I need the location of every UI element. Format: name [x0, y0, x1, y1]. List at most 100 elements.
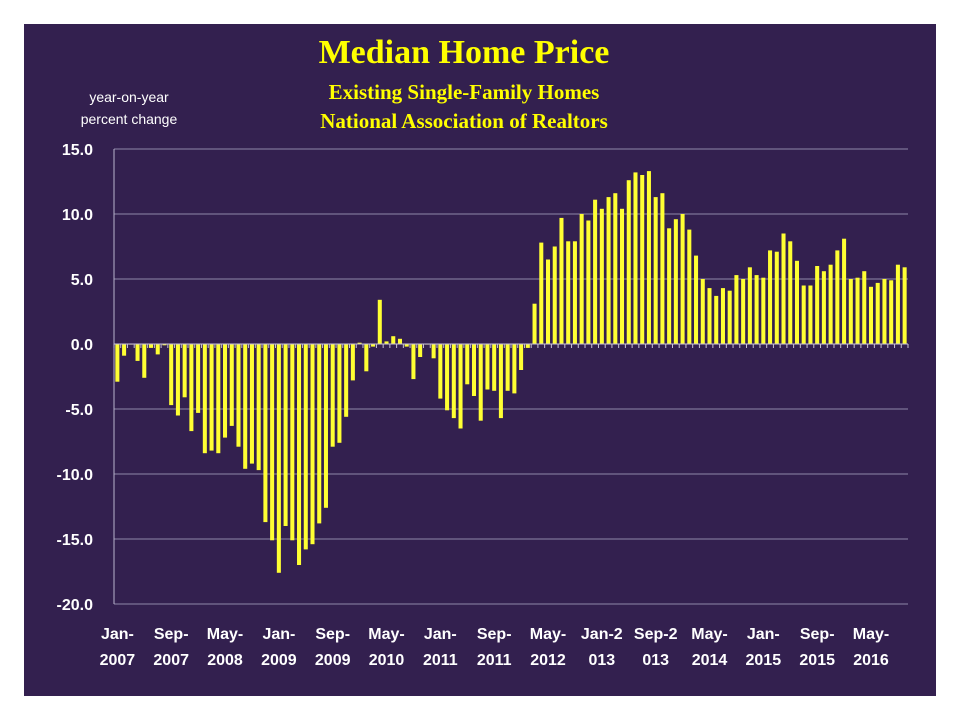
- bar: [741, 279, 746, 344]
- bar: [572, 241, 577, 344]
- x-tick-label-top: Jan-: [262, 626, 295, 643]
- bar: [855, 277, 860, 344]
- bar: [276, 344, 281, 573]
- x-tick-label-top: Jan-: [101, 626, 134, 643]
- bar: [868, 286, 874, 344]
- x-tick-label-bottom: 2011: [477, 652, 512, 669]
- x-tick-label-top: Sep-: [154, 626, 189, 643]
- bar: [498, 344, 503, 419]
- x-tick-label-bottom: 2009: [315, 652, 351, 669]
- bar: [344, 344, 349, 417]
- bar: [875, 282, 880, 344]
- bar: [707, 288, 712, 344]
- bar: [283, 344, 288, 526]
- y-tick-label: -5.0: [65, 402, 93, 419]
- y-tick-label: 0.0: [71, 337, 93, 354]
- bar: [552, 246, 557, 344]
- bar: [815, 266, 820, 344]
- bar: [653, 197, 658, 344]
- bar: [115, 344, 120, 382]
- bar: [243, 344, 248, 469]
- bar: [337, 344, 342, 443]
- bar: [821, 271, 826, 344]
- bar: [761, 277, 766, 344]
- bar: [801, 285, 806, 344]
- bar: [559, 217, 564, 344]
- bar: [889, 280, 894, 344]
- bar: [384, 341, 389, 344]
- x-tick-label-bottom: 2012: [530, 652, 566, 669]
- bar: [842, 238, 847, 344]
- bar: [371, 344, 376, 347]
- bar: [727, 290, 732, 344]
- y-tick-label: -10.0: [57, 467, 94, 484]
- bar: [687, 229, 692, 344]
- bar: [465, 344, 470, 385]
- bar: [505, 344, 510, 391]
- bar: [202, 344, 207, 454]
- bar: [862, 271, 867, 344]
- bar: [303, 344, 308, 550]
- y-tick-label: -15.0: [57, 532, 94, 549]
- x-tick-label-top: May-: [853, 626, 889, 643]
- bar: [377, 299, 382, 344]
- x-tick-label-bottom: 2008: [207, 652, 243, 669]
- bar: [566, 241, 571, 344]
- bar: [640, 175, 645, 344]
- bar: [754, 275, 759, 344]
- bar: [323, 344, 328, 508]
- x-tick-label-top: May-: [368, 626, 404, 643]
- bar: [835, 250, 840, 344]
- bar: [391, 336, 396, 344]
- bar: [216, 344, 221, 454]
- x-tick-label-bottom: 2010: [369, 652, 405, 669]
- bar: [902, 267, 907, 344]
- x-tick-label-top: Jan-: [424, 626, 457, 643]
- bar: [781, 233, 786, 344]
- bar: [579, 214, 584, 344]
- chart-title: Median Home Price: [318, 34, 610, 71]
- x-tick-label-bottom: 013: [588, 652, 615, 669]
- bar: [411, 344, 416, 380]
- x-tick-label-top: May-: [691, 626, 727, 643]
- bar: [142, 344, 147, 378]
- x-tick-label-top: May-: [530, 626, 566, 643]
- bar: [694, 255, 699, 344]
- bar: [256, 344, 261, 471]
- bar: [263, 344, 268, 523]
- bar: [828, 264, 833, 344]
- bar: [397, 338, 402, 344]
- y-tick-label: 5.0: [71, 272, 93, 289]
- x-tick-label-top: May-: [207, 626, 243, 643]
- x-tick-label-bottom: 2015: [746, 652, 782, 669]
- bar: [317, 344, 322, 524]
- bar: [451, 344, 456, 419]
- x-tick-label-bottom: 2007: [153, 652, 189, 669]
- bar: [788, 241, 793, 344]
- bar: [734, 275, 739, 344]
- x-tick-label-bottom: 2014: [692, 652, 728, 669]
- bar: [357, 342, 362, 344]
- bar: [747, 267, 752, 344]
- bar: [532, 303, 537, 344]
- x-tick-label-top: Sep-: [315, 626, 350, 643]
- bar: [586, 220, 591, 344]
- y-axis-label-line-1: year-on-year: [89, 89, 169, 105]
- bar: [310, 344, 315, 545]
- bar: [135, 344, 140, 361]
- bar: [236, 344, 241, 447]
- bar: [404, 344, 409, 347]
- bar: [646, 171, 651, 344]
- bar: [169, 344, 174, 406]
- bar: [606, 197, 611, 344]
- bar: [667, 228, 672, 344]
- bar: [519, 344, 524, 370]
- x-tick-label-top: Jan-: [747, 626, 780, 643]
- bar: [626, 180, 631, 344]
- y-tick-label: 10.0: [62, 207, 93, 224]
- bar: [774, 251, 779, 344]
- bar: [445, 344, 450, 411]
- bar: [189, 344, 194, 432]
- bar: [223, 344, 228, 438]
- x-tick-label-top: Sep-: [477, 626, 512, 643]
